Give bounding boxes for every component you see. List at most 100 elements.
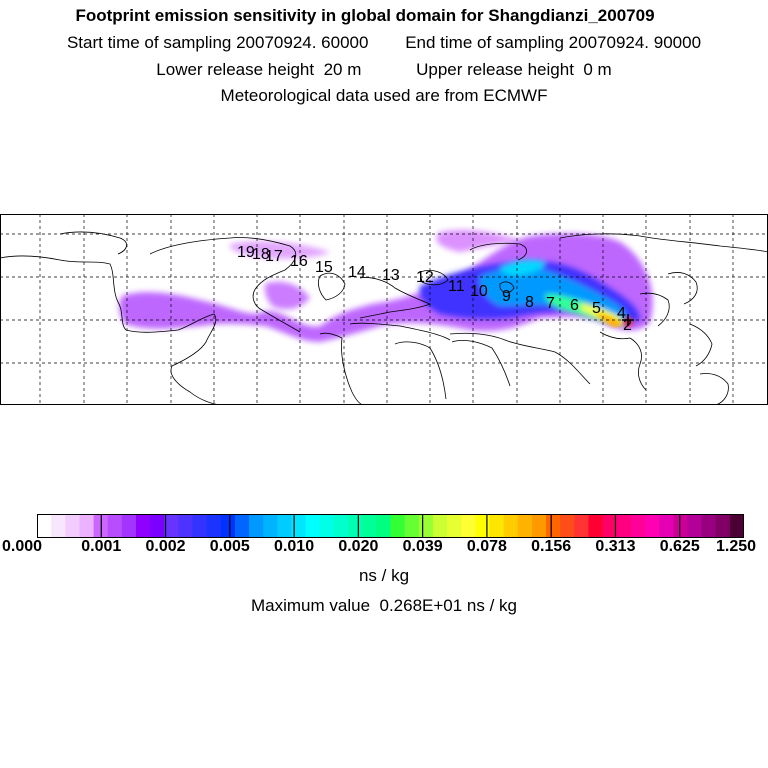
end-label: End time of sampling xyxy=(405,33,564,52)
footprint-map: 245678910111213141516171819 xyxy=(0,214,768,405)
colorbar-swatch xyxy=(432,514,448,538)
colorbar-tick-label: 0.010 xyxy=(274,538,315,555)
trajectory-label: 16 xyxy=(290,253,308,270)
release-heights: Lower release height 20 m Upper release … xyxy=(0,60,768,80)
upper-label: Upper release height xyxy=(416,60,574,79)
colorbar-tick-label: 0.002 xyxy=(145,538,186,555)
colorbar-tick-label: 0.625 xyxy=(659,538,700,555)
colorbar-swatch xyxy=(319,514,335,538)
colorbar-swatch xyxy=(178,514,194,538)
colorbar-swatch xyxy=(588,514,604,538)
trajectory-label: 17 xyxy=(265,248,283,265)
colorbar-swatch xyxy=(630,514,646,538)
colorbar-swatch xyxy=(121,514,137,538)
start-label: Start time of sampling xyxy=(66,33,232,52)
colorbar-swatch xyxy=(51,514,66,538)
colorbar-swatch xyxy=(489,514,505,538)
colorbar-swatch xyxy=(362,514,377,538)
colorbar-swatch xyxy=(447,514,462,538)
unit-label: ns / kg xyxy=(358,566,410,585)
colorbar-swatch xyxy=(475,514,491,538)
colorbar-swatch xyxy=(687,514,703,538)
end-value: 20070924. 90000 xyxy=(568,33,702,52)
colorbar-tick-label: 0.001 xyxy=(81,538,122,555)
station-marker xyxy=(622,314,634,326)
lower-value: 20 m xyxy=(323,60,362,79)
sensitivity-field xyxy=(119,229,653,342)
colorbar-swatch xyxy=(560,514,575,538)
colorbar-swatch xyxy=(701,514,717,538)
colorbar-swatch xyxy=(305,514,321,538)
trajectory-label: 6 xyxy=(570,297,579,314)
colorbar-tick-label: 1.250 xyxy=(715,538,757,555)
colorbar-svg xyxy=(36,514,745,538)
trajectory-label: 13 xyxy=(382,267,400,284)
trajectory-labels: 245678910111213141516171819 xyxy=(237,244,632,334)
colorbar-swatch xyxy=(79,514,95,538)
colorbar-tick-label: 0.156 xyxy=(531,538,572,555)
colorbar-swatch xyxy=(729,514,745,538)
colorbar-swatch xyxy=(234,514,250,538)
colorbar-swatch xyxy=(616,514,632,538)
colorbar-swatch xyxy=(503,514,519,538)
colorbar-swatch xyxy=(291,514,307,538)
colorbar-swatch xyxy=(390,514,406,538)
colorbar-swatch xyxy=(673,514,689,538)
start-value: 20070924. 60000 xyxy=(236,33,369,52)
colorbar-swatch xyxy=(107,514,123,538)
colorbar-swatch xyxy=(404,514,420,538)
trajectory-label: 9 xyxy=(502,288,511,305)
colorbar-swatch xyxy=(517,514,533,538)
trajectory-label: 10 xyxy=(470,283,488,300)
colorbar-swatch xyxy=(531,514,547,538)
sampling-times: Start time of sampling 20070924. 60000 E… xyxy=(0,33,768,53)
colorbar-swatch xyxy=(418,514,434,538)
colorbar-swatch xyxy=(574,514,590,538)
colorbar-swatch xyxy=(602,514,618,538)
colorbar-swatch xyxy=(206,514,222,538)
map-title: Footprint emission sensitivity in global… xyxy=(75,6,655,25)
colorbar xyxy=(36,514,745,538)
lower-label: Lower release height xyxy=(156,60,315,79)
max-number: 0.268E+01 ns / kg xyxy=(379,596,518,615)
colorbar-swatch xyxy=(164,514,179,538)
colorbar-swatch xyxy=(249,514,264,538)
colorbar-swatch xyxy=(546,514,561,538)
colorbar-swatch xyxy=(263,514,278,538)
trajectory-label: 4 xyxy=(617,305,626,322)
colorbar-swatch xyxy=(659,514,674,538)
colorbar-swatch xyxy=(220,514,236,538)
colorbar-swatch xyxy=(715,514,731,538)
colorbar-swatch xyxy=(150,514,165,538)
met-note: Meteorological data used are from ECMWF xyxy=(220,86,548,105)
colorbar-swatch xyxy=(461,514,476,538)
colorbar-tick-label: 0.313 xyxy=(595,538,636,555)
trajectory-label: 5 xyxy=(592,300,601,317)
upper-value: 0 m xyxy=(583,60,612,79)
colorbar-swatch xyxy=(65,514,81,538)
colorbar-tick-label: 0.000 xyxy=(1,538,43,555)
colorbar-swatch xyxy=(376,514,392,538)
trajectory-label: 15 xyxy=(315,259,333,276)
trajectory-label: 11 xyxy=(448,278,465,295)
colorbar-swatch xyxy=(135,514,151,538)
trajectory-label: 7 xyxy=(546,295,555,312)
trajectory-label: 8 xyxy=(525,294,534,311)
colorbar-swatch xyxy=(192,514,208,538)
colorbar-frame xyxy=(37,514,744,538)
colorbar-tick-label: 0.039 xyxy=(402,538,443,555)
colorbar-swatch xyxy=(645,514,660,538)
colorbar-tick-label: 0.078 xyxy=(466,538,507,555)
colorbar-tick-label: 0.005 xyxy=(209,538,250,555)
coastlines xyxy=(0,231,768,405)
colorbar-tick-label: 0.020 xyxy=(338,538,379,555)
max-value: Maximum value 0.268E+01 ns / kg xyxy=(0,596,768,616)
colorbar-swatch xyxy=(348,514,363,538)
colorbar-swatch xyxy=(37,514,52,538)
graticule xyxy=(0,214,768,405)
max-label: Maximum value xyxy=(250,596,371,615)
trajectory-label: 18 xyxy=(252,246,270,263)
colorbar-ticks: 0.000 0.001 0.002 0.005 0.010 0.020 0.039 0.078… xyxy=(0,538,768,558)
trajectory-label: 14 xyxy=(348,264,366,281)
trajectory-label: 12 xyxy=(416,269,434,286)
